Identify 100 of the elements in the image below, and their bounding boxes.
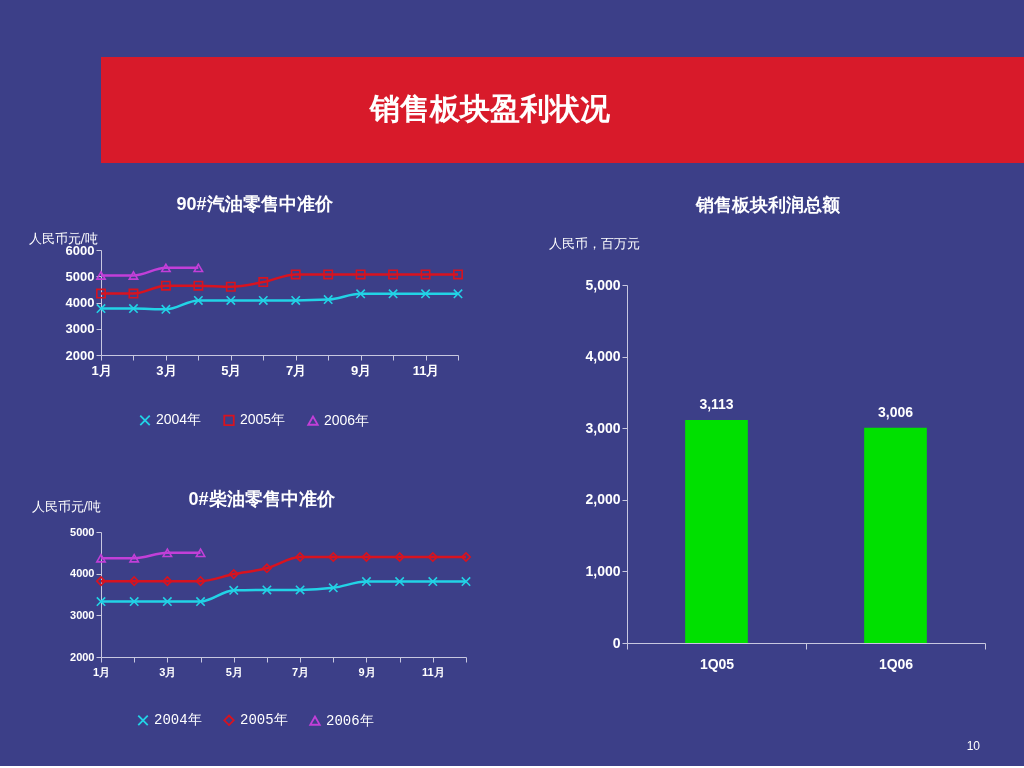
point <box>394 552 405 562</box>
y-tick-label: 4,000 <box>585 348 621 365</box>
x-tick-label: 7月 <box>286 362 307 378</box>
point <box>261 584 272 595</box>
point <box>290 269 301 280</box>
x-tick-label: 1Q06 <box>878 655 914 672</box>
point <box>96 288 106 299</box>
point <box>427 552 438 562</box>
chart-title: 0#柴油零售中准价 <box>188 489 336 509</box>
legend-label: 2006年 <box>326 712 374 729</box>
point <box>258 295 269 306</box>
x-tick-label: 3月 <box>159 665 177 678</box>
y-tick-label: 3000 <box>65 321 95 337</box>
x-tick-label: 11月 <box>412 362 440 378</box>
point <box>129 553 140 563</box>
point <box>195 576 206 587</box>
chart-title: 销售板块利润总额 <box>695 195 841 215</box>
point <box>193 295 204 306</box>
y-tick-label: 2000 <box>70 650 95 663</box>
point <box>295 584 306 595</box>
y-tick-label: 4000 <box>70 567 95 580</box>
chart-title: 90#汽油零售中准价 <box>176 194 334 214</box>
point <box>228 585 239 596</box>
y-tick-label: 2,000 <box>585 491 621 508</box>
point <box>453 288 463 299</box>
point <box>394 576 405 587</box>
point <box>96 576 106 587</box>
x-tick-label: 7月 <box>292 665 310 678</box>
point <box>129 576 140 587</box>
point <box>162 548 173 558</box>
point <box>355 269 366 280</box>
point <box>160 263 171 273</box>
point <box>96 303 106 314</box>
point <box>290 295 301 306</box>
legend-label: 2005年 <box>240 712 288 729</box>
point <box>328 552 339 562</box>
point <box>461 576 471 587</box>
y-tick-label: 5000 <box>70 525 95 538</box>
legend-label: 2006年 <box>324 411 370 428</box>
y-axis-title: 人民币元/吨 <box>31 498 101 514</box>
point <box>225 281 236 292</box>
y-tick-label: 3,000 <box>585 419 621 436</box>
x-tick-label: 3月 <box>156 362 177 378</box>
legend-label: 2005年 <box>240 411 286 428</box>
text: 10 <box>966 739 981 753</box>
point <box>295 552 306 562</box>
point <box>193 280 204 291</box>
point <box>128 288 139 299</box>
point <box>328 582 339 593</box>
legend-label: 2004年 <box>154 712 202 729</box>
data-label: 3,006 <box>877 403 914 420</box>
point <box>195 596 206 607</box>
point <box>96 596 106 607</box>
y-tick-label: 5,000 <box>585 276 621 293</box>
point <box>160 304 171 315</box>
point <box>160 280 171 291</box>
data-label: 3,113 <box>699 396 734 413</box>
point <box>323 294 334 305</box>
point <box>355 288 366 299</box>
point <box>162 576 173 587</box>
point <box>162 596 173 607</box>
y-tick-label: 4000 <box>65 295 95 310</box>
x-tick-label: 9月 <box>358 665 376 678</box>
point <box>361 576 372 587</box>
y-tick-label: 3000 <box>70 608 95 621</box>
x-tick-label: 9月 <box>351 362 372 378</box>
x-tick-label: 11月 <box>422 665 445 678</box>
point <box>361 552 372 562</box>
y-axis-title: 人民币，百万元 <box>548 235 640 251</box>
y-tick-label: 1,000 <box>585 562 621 579</box>
point <box>427 576 438 587</box>
x-tick-label: 1月 <box>92 665 111 678</box>
point <box>261 563 272 574</box>
point <box>420 269 431 280</box>
point <box>388 288 399 299</box>
point <box>195 548 206 558</box>
point <box>128 303 139 314</box>
y-tick-label: 2000 <box>65 347 95 363</box>
point <box>96 553 106 563</box>
point <box>461 552 471 562</box>
point <box>193 263 204 273</box>
text: 销售板块盈利状况 <box>368 91 611 126</box>
y-tick-label: 0 <box>612 634 621 651</box>
legend-label: 2004年 <box>156 411 202 428</box>
y-axis-title: 人民币元/吨 <box>28 230 98 246</box>
y-tick-label: 5000 <box>65 268 95 284</box>
point <box>225 295 236 306</box>
point <box>420 288 431 299</box>
point <box>258 277 269 288</box>
point <box>128 271 139 280</box>
x-tick-label: 1月 <box>91 362 112 378</box>
x-tick-label: 1Q05 <box>699 655 735 672</box>
point <box>453 269 463 280</box>
x-tick-label: 5月 <box>225 665 243 678</box>
x-tick-label: 5月 <box>221 362 242 378</box>
point <box>96 271 106 280</box>
point <box>129 596 140 607</box>
point <box>228 569 239 580</box>
point <box>388 269 399 280</box>
point <box>323 269 334 280</box>
